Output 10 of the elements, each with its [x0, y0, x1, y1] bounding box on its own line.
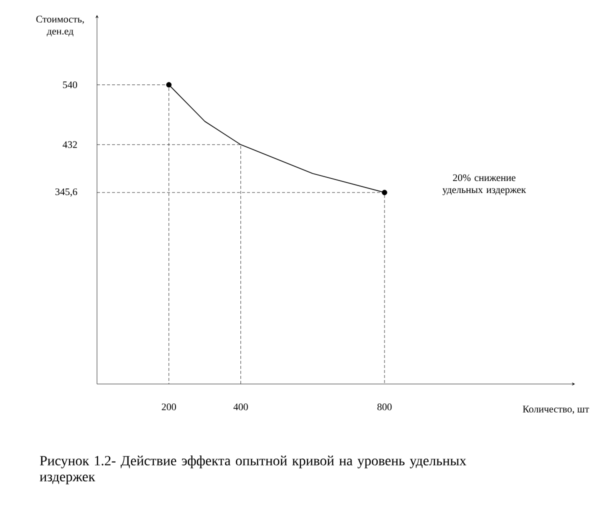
y-axis-title: Стоимость, ден.ед — [36, 16, 84, 36]
y-tick-label: 432 — [62, 141, 77, 148]
y-tick-label: 345,6 — [55, 188, 78, 197]
annotation: 20% снижение удельных издержек — [442, 174, 526, 196]
x-tick-label: 400 — [233, 404, 248, 410]
x-axis-title: Количество, шт — [522, 406, 590, 414]
x-tick-label: 800 — [377, 404, 392, 410]
x-tick-label: 200 — [162, 404, 176, 410]
text: Рисунок 1.2- Действие эффекта опытной кривой на уровень удельных издержек — [40, 456, 466, 484]
y-tick-label: 540 — [63, 81, 78, 88]
